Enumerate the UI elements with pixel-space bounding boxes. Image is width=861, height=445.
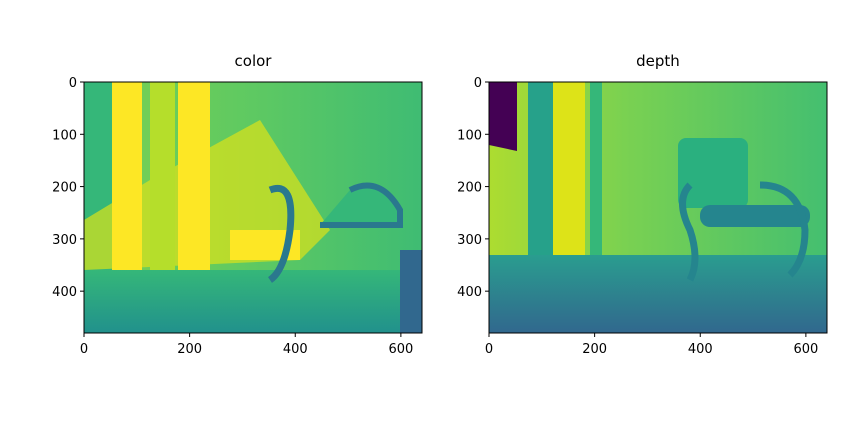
chair-back — [678, 138, 748, 208]
y-tick-label: 0 — [474, 76, 482, 91]
near-region — [489, 82, 517, 151]
stripe — [150, 82, 175, 272]
stripe — [178, 82, 210, 272]
y-tick-label: 300 — [457, 233, 482, 248]
axes-title: depth — [636, 52, 680, 70]
x-tick-label: 200 — [582, 342, 607, 357]
stripe — [590, 82, 602, 262]
x-tick-label: 0 — [485, 342, 493, 357]
stripe — [528, 82, 553, 277]
y-tick-label: 200 — [457, 181, 482, 196]
floor — [84, 270, 422, 333]
y-tick-label: 400 — [52, 285, 77, 300]
x-tick-label: 600 — [388, 342, 413, 357]
x-tick-label: 600 — [793, 342, 818, 357]
y-tick-label: 300 — [52, 233, 77, 248]
stripe — [112, 82, 142, 282]
shadow — [400, 250, 422, 333]
x-tick-label: 400 — [283, 342, 308, 357]
axes-frame — [83, 81, 423, 334]
y-tick-label: 200 — [52, 181, 77, 196]
y-tick-label: 400 — [457, 285, 482, 300]
chair — [267, 185, 295, 283]
color-image — [84, 82, 422, 333]
x-tick-label: 400 — [688, 342, 713, 357]
y-tick-label: 100 — [457, 128, 482, 143]
axes-title: color — [235, 52, 273, 70]
x-tick-label: 200 — [177, 342, 202, 357]
axes-frame — [488, 81, 828, 334]
chair-leg — [679, 182, 699, 282]
chair-seat — [700, 205, 810, 227]
y-tick-label: 100 — [52, 128, 77, 143]
y-tick-label: 0 — [69, 76, 77, 91]
x-tick-label: 0 — [80, 342, 88, 357]
floor — [489, 255, 827, 333]
stripe — [553, 82, 585, 262]
chair — [320, 182, 403, 228]
chair-leg — [759, 181, 809, 278]
depth-image — [489, 82, 827, 333]
